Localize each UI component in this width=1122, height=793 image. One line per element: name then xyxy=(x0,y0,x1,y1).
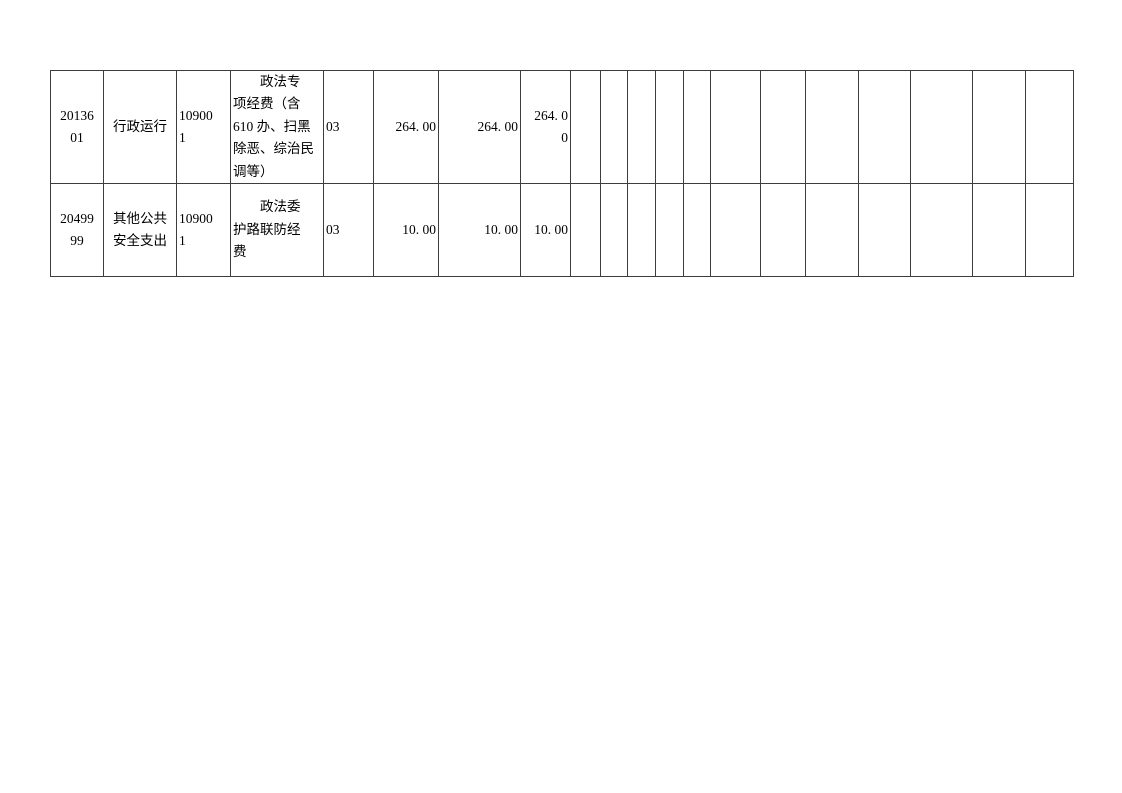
table-cell xyxy=(570,69,601,185)
table-cell xyxy=(710,183,761,278)
table-cell xyxy=(760,183,806,278)
cell-unit-code: 10900 1 xyxy=(176,69,231,185)
table-cell xyxy=(683,69,711,185)
cell-economic-code: 03 xyxy=(323,69,374,185)
cell-amount-total: 264. 00 xyxy=(373,69,439,185)
cell-project-name: 政法专 项经费（含 610 办、扫黑 除恶、综治民 调等） xyxy=(230,69,324,185)
table-cell xyxy=(858,69,911,185)
table-row: 20499 99 其他公共 安全支出 10900 1 政法委 护路联防经 费 0… xyxy=(50,183,1074,278)
table-cell xyxy=(910,183,973,278)
table-cell xyxy=(627,183,656,278)
table-cell xyxy=(710,69,761,185)
budget-table: 20136 01 行政运行 10900 1 政法专 项经费（含 610 办、扫黑… xyxy=(50,69,1074,278)
table-cell xyxy=(910,69,973,185)
table-cell xyxy=(600,183,628,278)
cell-subject-name: 其他公共 安全支出 xyxy=(103,183,177,278)
cell-subject-code: 20136 01 xyxy=(50,69,104,185)
table-cell xyxy=(805,69,859,185)
table-cell xyxy=(1025,69,1074,185)
cell-unit-code: 10900 1 xyxy=(176,183,231,278)
table-cell xyxy=(627,69,656,185)
cell-amount-budget: 10. 00 xyxy=(438,183,521,278)
cell-amount-detail: 10. 00 xyxy=(520,183,571,278)
table-cell xyxy=(760,69,806,185)
cell-economic-code: 03 xyxy=(323,183,374,278)
cell-subject-code: 20499 99 xyxy=(50,183,104,278)
cell-project-name: 政法委 护路联防经 费 xyxy=(230,183,324,278)
table-cell xyxy=(655,69,684,185)
cell-subject-name: 行政运行 xyxy=(103,69,177,185)
table-cell xyxy=(972,183,1026,278)
table-cell xyxy=(805,183,859,278)
table-cell xyxy=(600,69,628,185)
cell-amount-total: 10. 00 xyxy=(373,183,439,278)
table-cell xyxy=(972,69,1026,185)
table-cell xyxy=(570,183,601,278)
table-cell xyxy=(858,183,911,278)
cell-amount-budget: 264. 00 xyxy=(438,69,521,185)
table-cell xyxy=(655,183,684,278)
table-row: 20136 01 行政运行 10900 1 政法专 项经费（含 610 办、扫黑… xyxy=(50,69,1074,185)
cell-amount-detail: 264. 0 0 xyxy=(520,69,571,185)
table-cell xyxy=(683,183,711,278)
table-cell xyxy=(1025,183,1074,278)
